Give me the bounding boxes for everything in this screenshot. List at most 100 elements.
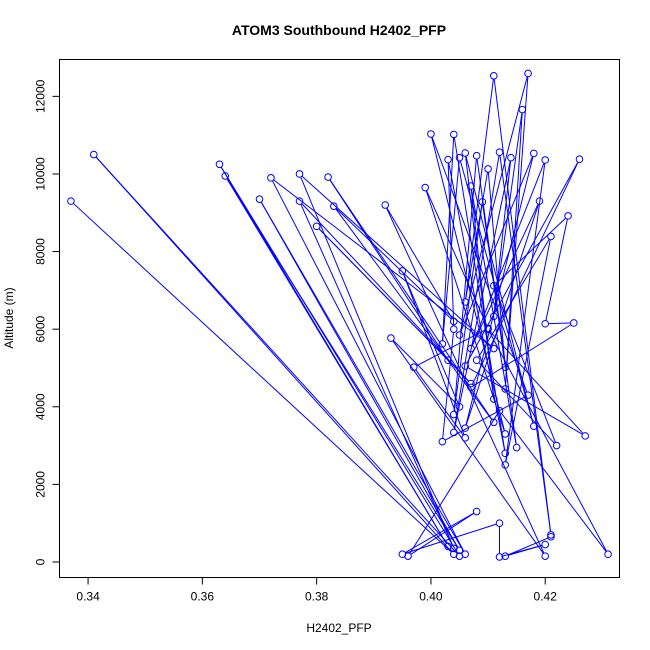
- series-segment: [425, 190, 505, 431]
- data-point: [501, 461, 510, 469]
- data-point: [541, 552, 550, 560]
- data-point: [455, 331, 464, 339]
- x-tick-label: 0.42: [534, 590, 558, 604]
- data-point: [489, 71, 498, 80]
- series-segment: [403, 274, 459, 404]
- series-segment: [272, 180, 465, 552]
- data-point: [529, 422, 538, 430]
- data-point: [255, 195, 264, 203]
- y-axis: 0 2000 4000 6000 8000 10000 12000: [34, 79, 60, 565]
- series-segment: [468, 367, 583, 435]
- data-point: [89, 150, 98, 159]
- data-point: [518, 105, 527, 114]
- data-point: [467, 383, 475, 392]
- data-point: [324, 173, 332, 181]
- series-segment: [490, 331, 584, 434]
- series-segment: [336, 208, 452, 320]
- series-segment: [459, 76, 528, 332]
- data-point: [472, 356, 481, 365]
- x-tick-label: 0.36: [191, 590, 215, 604]
- series-segment: [410, 513, 474, 555]
- series-segment: [318, 228, 446, 358]
- data-point: [524, 391, 532, 399]
- data-point: [512, 443, 521, 452]
- series-segment: [300, 204, 453, 546]
- data-point: [449, 317, 458, 326]
- data-point: [449, 544, 458, 553]
- series-segment: [493, 79, 551, 532]
- data-point: [295, 197, 304, 205]
- x-axis: 0.34 0.36 0.38 0.40 0.42: [76, 577, 558, 604]
- series-segment: [453, 159, 477, 411]
- series-segment: [445, 396, 526, 441]
- series-segment: [505, 163, 546, 462]
- data-point: [381, 201, 390, 209]
- data-point: [312, 222, 321, 231]
- data-point: [409, 363, 418, 371]
- data-point: [449, 428, 458, 437]
- series-segment: [447, 163, 455, 326]
- series-segment: [489, 332, 607, 552]
- series-segment: [301, 175, 492, 347]
- series-segment: [453, 137, 506, 450]
- data-points: [67, 69, 612, 561]
- data-point: [495, 406, 504, 415]
- data-point: [489, 395, 498, 403]
- y-axis-label: Altitude (m): [2, 287, 16, 348]
- series-segment: [95, 156, 458, 554]
- data-point: [461, 434, 470, 442]
- y-tick-label: 6000: [34, 316, 48, 343]
- series-segment: [393, 340, 458, 405]
- series-segment: [442, 137, 455, 341]
- series-segment: [473, 324, 571, 386]
- data-point: [221, 172, 230, 180]
- series-segment: [460, 156, 533, 332]
- series-segment: [505, 239, 551, 462]
- series-segment: [504, 113, 523, 386]
- series-segment: [454, 161, 511, 429]
- series-segment: [465, 79, 494, 299]
- chart-title: ATOM3 Southbound H2402_PFP: [232, 22, 446, 38]
- series-segment: [405, 523, 497, 554]
- data-point: [215, 160, 224, 169]
- series-segment: [386, 208, 545, 554]
- data-point: [461, 550, 470, 559]
- series-segment: [260, 202, 464, 552]
- y-tick-label: 10000: [34, 157, 48, 191]
- data-point: [489, 344, 498, 353]
- data-point: [398, 267, 407, 275]
- data-point: [524, 69, 532, 78]
- data-point: [495, 148, 504, 157]
- data-point: [461, 298, 470, 306]
- data-point: [529, 149, 538, 158]
- series-segment: [499, 155, 551, 532]
- data-point: [507, 153, 515, 162]
- x-tick-label: 0.34: [76, 590, 100, 604]
- y-tick-label: 2000: [34, 471, 48, 498]
- data-point: [552, 441, 561, 450]
- data-point: [421, 183, 430, 192]
- data-point: [438, 437, 447, 446]
- series-segment: [73, 203, 452, 553]
- series-segment: [405, 512, 474, 553]
- data-point: [449, 130, 458, 139]
- data-point: [489, 312, 498, 321]
- data-point: [329, 202, 338, 210]
- data-point: [461, 149, 470, 157]
- data-point: [547, 232, 555, 241]
- x-tick-label: 0.40: [419, 590, 443, 604]
- series-segment: [442, 161, 460, 341]
- series-segment: [226, 178, 447, 544]
- series-segment: [220, 167, 459, 554]
- data-point: [541, 540, 550, 549]
- series-segment: [548, 322, 571, 325]
- data-point: [501, 385, 510, 393]
- data-point: [575, 155, 584, 164]
- series-segment: [465, 172, 488, 299]
- series-segment: [300, 177, 453, 546]
- data-point: [387, 334, 395, 342]
- data-point: [398, 550, 407, 559]
- series-segment: [226, 178, 459, 548]
- series-segment: [465, 156, 534, 425]
